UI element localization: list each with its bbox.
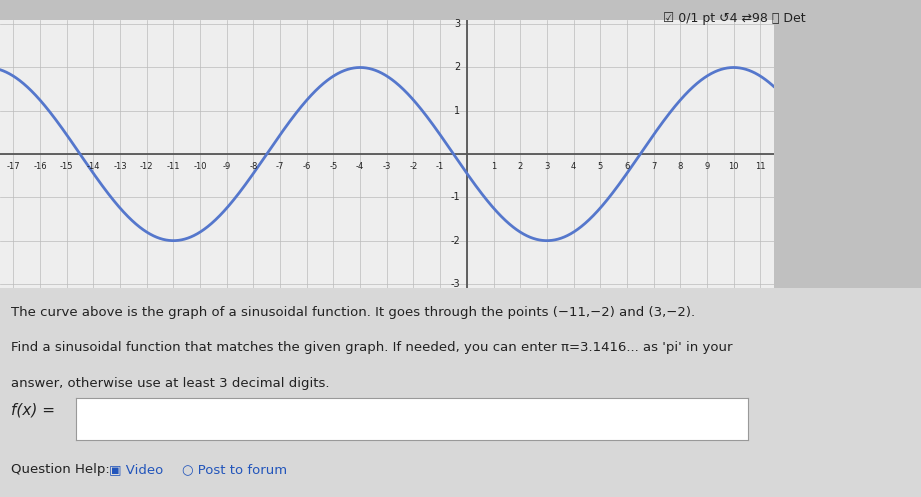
Text: 7: 7 bbox=[651, 162, 657, 171]
Text: answer, otherwise use at least 3 decimal digits.: answer, otherwise use at least 3 decimal… bbox=[11, 377, 330, 390]
Text: 3: 3 bbox=[454, 19, 460, 29]
Text: -1: -1 bbox=[436, 162, 444, 171]
Text: -12: -12 bbox=[140, 162, 154, 171]
Text: ▣ Video: ▣ Video bbox=[109, 463, 163, 476]
Text: 2: 2 bbox=[454, 63, 460, 73]
Text: 3: 3 bbox=[544, 162, 550, 171]
Text: -7: -7 bbox=[276, 162, 285, 171]
Text: 10: 10 bbox=[729, 162, 739, 171]
Text: ○ Post to forum: ○ Post to forum bbox=[182, 463, 287, 476]
Text: -1: -1 bbox=[450, 192, 460, 202]
Text: -8: -8 bbox=[250, 162, 258, 171]
Text: 11: 11 bbox=[755, 162, 765, 171]
Text: ☑ 0/1 pt ↺4 ⇄98 ⓘ Det: ☑ 0/1 pt ↺4 ⇄98 ⓘ Det bbox=[663, 12, 806, 25]
Text: -17: -17 bbox=[6, 162, 20, 171]
Text: -2: -2 bbox=[409, 162, 417, 171]
Text: 1: 1 bbox=[491, 162, 496, 171]
Text: 8: 8 bbox=[678, 162, 683, 171]
Text: -9: -9 bbox=[223, 162, 231, 171]
Text: Question Help:: Question Help: bbox=[11, 463, 110, 476]
Text: -16: -16 bbox=[33, 162, 47, 171]
Text: Find a sinusoidal function that matches the given graph. If needed, you can ente: Find a sinusoidal function that matches … bbox=[11, 341, 732, 354]
Text: 9: 9 bbox=[705, 162, 709, 171]
Text: -4: -4 bbox=[356, 162, 365, 171]
Text: -3: -3 bbox=[382, 162, 391, 171]
Text: -6: -6 bbox=[303, 162, 311, 171]
Text: 4: 4 bbox=[571, 162, 577, 171]
Text: -3: -3 bbox=[450, 279, 460, 289]
Text: -11: -11 bbox=[167, 162, 181, 171]
Text: -15: -15 bbox=[60, 162, 74, 171]
Text: -10: -10 bbox=[193, 162, 207, 171]
Text: 6: 6 bbox=[624, 162, 630, 171]
Text: -5: -5 bbox=[330, 162, 338, 171]
Text: 2: 2 bbox=[518, 162, 523, 171]
Text: 1: 1 bbox=[454, 106, 460, 116]
Text: f(x) =: f(x) = bbox=[11, 403, 55, 417]
Text: 5: 5 bbox=[598, 162, 603, 171]
Text: The curve above is the graph of a sinusoidal function. It goes through the point: The curve above is the graph of a sinuso… bbox=[11, 306, 695, 319]
Text: -14: -14 bbox=[87, 162, 100, 171]
Text: -2: -2 bbox=[450, 236, 460, 246]
Text: -13: -13 bbox=[113, 162, 127, 171]
